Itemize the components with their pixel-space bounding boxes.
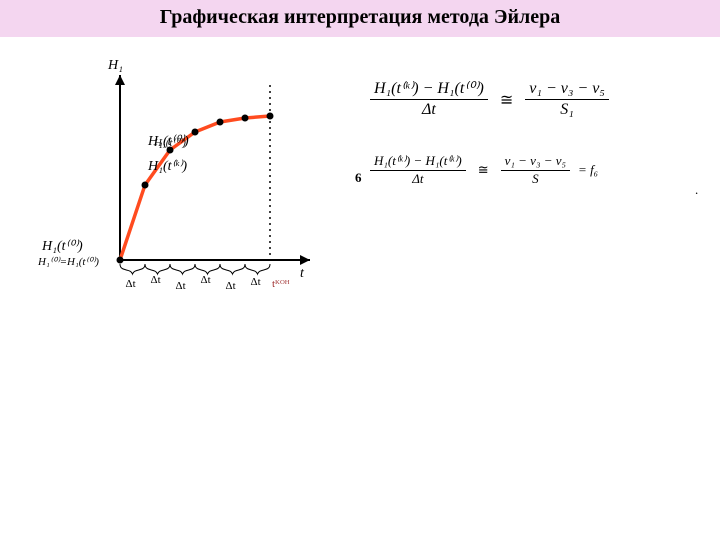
eq2-trail-dot: . xyxy=(695,182,698,198)
page-title: Графическая интерпретация метода Эйлера xyxy=(0,0,720,37)
eq2-lead-6: 6 xyxy=(355,170,362,186)
dt-label: Δt xyxy=(251,276,261,288)
eq1-lhs-den: Δt xyxy=(418,100,440,119)
eq1-rhs-den: S₁ xyxy=(556,100,578,119)
eq1-lhs-frac: H₁(t⁽ᵏ⁾) − H₁(t⁽⁰⁾) Δt xyxy=(370,80,488,120)
eq2-lhs-num: H₁(t⁽ᵏ⁾) − H₁(t⁽ᵏ⁾) xyxy=(370,154,466,170)
dt-label: Δt xyxy=(176,280,186,292)
equation-1: H₁(t⁽ᵏ⁾) − H₁(t⁽⁰⁾) Δt ≅ v₁ − v₃ − v₅ S₁ xyxy=(370,80,700,120)
equation-2: H₁(t⁽ᵏ⁾) − H₁(t⁽ᵏ⁾) Δt ≅ ν₁ − ν₃ − ν₅ S … xyxy=(370,154,700,187)
label-H1-tk: H₁(t⁽ᵏ⁾) xyxy=(148,158,187,175)
t-kon-label: tᴷᴼᴴ xyxy=(272,278,290,290)
dt-label: Δt xyxy=(201,274,211,286)
dt-label: Δt xyxy=(151,274,161,286)
label-H1-t0-sub: H₁⁽⁰⁾=H₁(t⁽⁰⁾) xyxy=(38,255,99,268)
eq2-lhs-frac: H₁(t⁽ᵏ⁾) − H₁(t⁽ᵏ⁾) Δt xyxy=(370,154,466,187)
congruent-symbol: ≅ xyxy=(474,162,493,178)
label-H1-tk-dup-overlay: H₁(t⁽⁰⁾) xyxy=(154,136,186,149)
eq1-rhs-frac: v₁ − v₃ − v₅ S₁ xyxy=(525,80,609,120)
equation-area: H₁(t⁽ᵏ⁾) − H₁(t⁽⁰⁾) Δt ≅ v₁ − v₃ − v₅ S₁… xyxy=(370,80,700,215)
label-H1-t0-main: H₁(t⁽⁰⁾) xyxy=(42,238,83,255)
congruent-symbol: ≅ xyxy=(496,90,517,110)
euler-chart: H₁ t H₁(t⁽⁰⁾) H₁⁽⁰⁾=H₁(t⁽⁰⁾) H₁(t⁽ᵏ⁾) H₁… xyxy=(50,60,330,320)
eq1-rhs-num: v₁ − v₃ − v₅ xyxy=(525,80,609,99)
eq2-rhs-den: S xyxy=(528,171,543,187)
x-axis-label: t xyxy=(300,266,304,282)
eq2-rhs-num: ν₁ − ν₃ − ν₅ xyxy=(501,154,570,170)
dt-label: Δt xyxy=(126,278,136,290)
eq2-lhs-den: Δt xyxy=(408,171,427,187)
eq2-rhs-frac: ν₁ − ν₃ − ν₅ S xyxy=(501,154,570,187)
dt-label: Δt xyxy=(226,280,236,292)
eq1-lhs-num: H₁(t⁽ᵏ⁾) − H₁(t⁽⁰⁾) xyxy=(370,80,488,99)
y-axis-label: H₁ xyxy=(108,58,123,74)
eq2-trail: = f₆ xyxy=(578,162,598,178)
